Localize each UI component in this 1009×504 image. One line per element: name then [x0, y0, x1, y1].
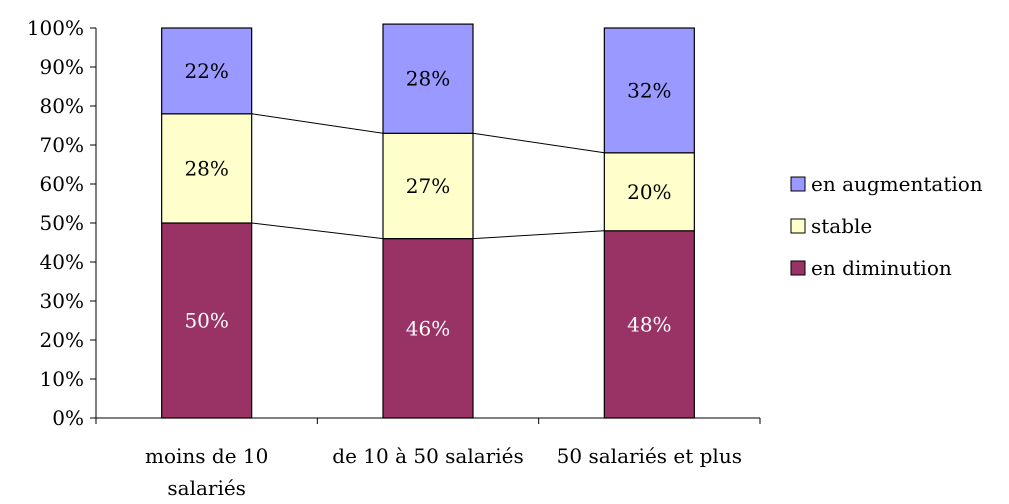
data-label: 50% [184, 309, 228, 333]
bar-segment [603, 152, 695, 232]
bars [161, 23, 695, 419]
data-label: 20% [627, 180, 671, 204]
legend-label: stable [811, 214, 872, 238]
legend-swatch [790, 176, 806, 192]
series-line [472, 230, 605, 240]
bar-segment [161, 222, 253, 419]
data-label: 22% [184, 59, 228, 83]
data-label: 28% [406, 67, 450, 91]
series-line [472, 132, 605, 154]
y-tick-label: 60% [40, 172, 84, 196]
bar-segment [382, 238, 474, 419]
bar-segment [382, 23, 474, 134]
data-labels: 50% 28% 22% 46% 27% 28% 48% 20% 32% [184, 59, 671, 340]
y-tick-label: 10% [40, 367, 84, 391]
bar-segment [161, 27, 253, 115]
y-tick-label: 50% [40, 211, 84, 235]
data-label: 27% [406, 174, 450, 198]
axes: 0% 10% 20% 30% 40% 50% 60% 70% 80% 90% 100% moins d… [27, 16, 761, 500]
series-line [251, 113, 384, 134]
legend: en augmentation stable en diminution [790, 172, 983, 280]
bar-segment [603, 27, 695, 154]
y-tick-label: 0% [52, 406, 84, 430]
y-tick-label: 20% [40, 328, 84, 352]
legend-label: en augmentation [811, 172, 983, 196]
y-tick-label: 100% [27, 16, 84, 40]
bar-segment [382, 132, 474, 240]
series-line [251, 222, 384, 240]
y-tick-label: 80% [40, 94, 84, 118]
y-tick-label: 40% [40, 250, 84, 274]
legend-swatch [790, 218, 806, 234]
x-tick-label: 50 salariés et plus [557, 444, 742, 468]
x-tick-label: moins de 10 salariés [145, 444, 268, 500]
data-label: 32% [627, 78, 671, 102]
y-tick-label: 90% [40, 55, 84, 79]
data-label: 48% [627, 312, 671, 336]
y-tick-label: 30% [40, 289, 84, 313]
data-label: 28% [184, 156, 228, 180]
x-tick-label: de 10 à 50 salariés [332, 444, 523, 468]
legend-label: en diminution [811, 256, 952, 280]
data-label: 46% [406, 316, 450, 340]
legend-swatch [790, 260, 806, 276]
series-lines [251, 113, 605, 240]
bar-segment [603, 230, 695, 419]
y-tick-label: 70% [40, 133, 84, 157]
